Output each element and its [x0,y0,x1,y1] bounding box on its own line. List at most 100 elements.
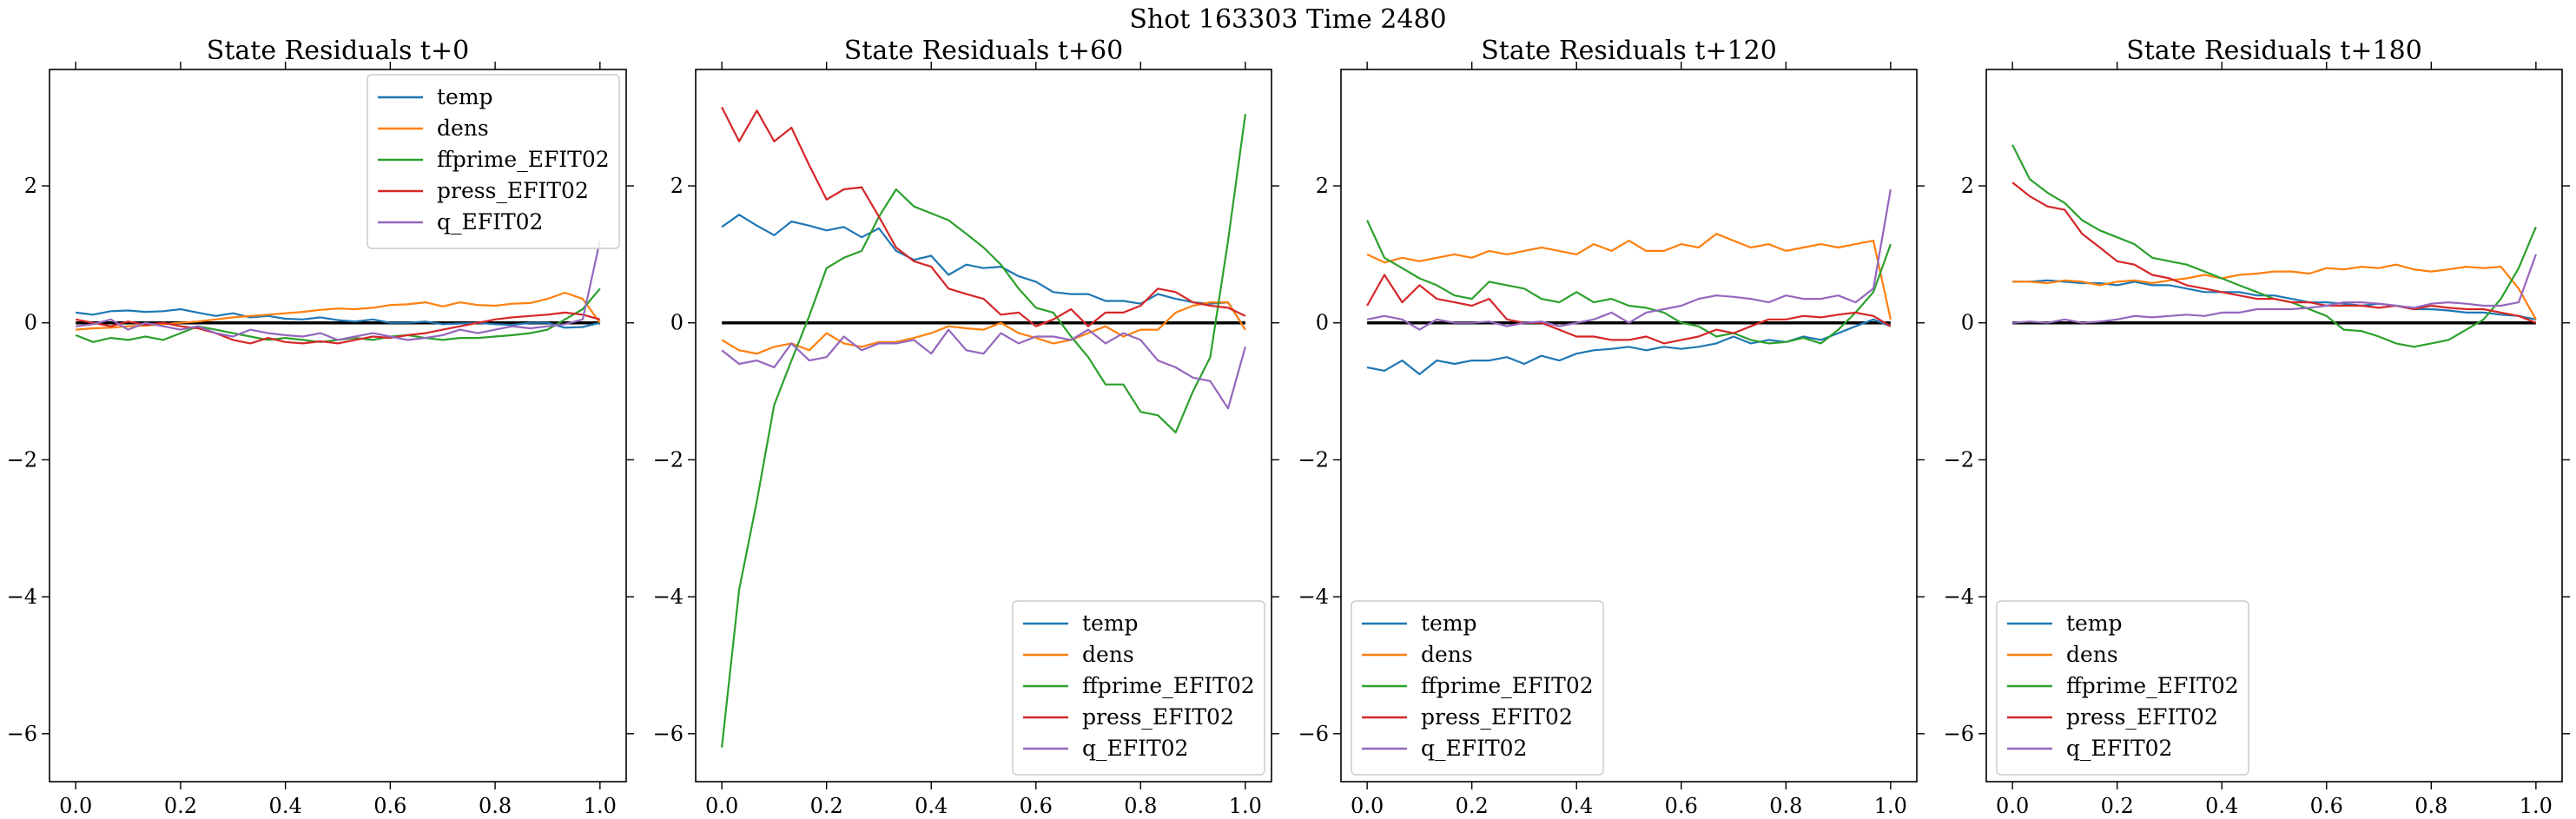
x-tick-label: 1.0 [2520,794,2553,818]
legend-box [1351,600,1604,776]
chart-panel-1: State Residuals t+60 0.0 0.2 0.4 0.6 0.8 1.0 −6… [653,36,1279,818]
x-tick-label: 1.0 [1229,794,1262,818]
y-tick-label: −2 [1298,447,1329,472]
series-line-q_EFIT02 [1366,188,1892,331]
legend-label-press_EFIT02: press_EFIT02 [1082,704,1234,730]
x-tick-label: 1.0 [584,794,617,818]
panel-title: State Residuals t+120 [1481,36,1777,66]
y-tick-label: −2 [7,447,37,472]
chart-panel-2: State Residuals t+120 0.0 0.2 0.4 0.6 0.8 1.0 −… [1298,36,1925,818]
legend-label-q_EFIT02: q_EFIT02 [2066,736,2172,761]
x-tick-label: 0.0 [59,794,92,818]
x-tick-label: 0.8 [1769,794,1802,818]
legend: temp dens ffprime_EFIT02 press_EFIT02 q_EFIT… [367,74,620,249]
legend-label-press_EFIT02: press_EFIT02 [437,178,589,203]
plot-frame [1985,69,2563,783]
legend: temp dens ffprime_EFIT02 press_EFIT02 q_EFIT… [1351,600,1604,776]
legend-box [1996,600,2249,776]
x-tick-label: 0.6 [1020,794,1053,818]
legend-label-temp: temp [437,84,493,109]
y-tick-label: −4 [653,585,684,609]
legend-label-press_EFIT02: press_EFIT02 [1421,704,1573,730]
legend-label-temp: temp [1421,611,1477,636]
panel-title: State Residuals t+0 [207,36,469,66]
y-tick-label: −4 [7,585,37,609]
chart-panel-3: State Residuals t+180 0.0 0.2 0.4 0.6 0.8 1.0 −… [1944,36,2570,818]
legend-label-q_EFIT02: q_EFIT02 [1082,736,1188,761]
x-tick-label: 0.8 [1124,794,1157,818]
series-line-press_EFIT02 [75,311,601,345]
x-tick-label: 1.0 [1874,794,1907,818]
series-line-dens [1366,233,1892,320]
x-tick-label: 0.0 [1996,794,2029,818]
legend-label-dens: dens [1082,642,1134,667]
chart-panel-0: State Residuals t+0 0.0 0.2 0.4 0.6 0.8 1.0 −6 −… [7,36,634,818]
y-tick-label: 0 [1316,311,1329,335]
y-tick-label: −6 [7,722,37,746]
plot-frame [695,69,1272,783]
legend-label-ffprime_EFIT02: ffprime_EFIT02 [2066,673,2239,698]
x-tick-label: 0.4 [269,794,302,818]
panel-title: State Residuals t+60 [844,36,1123,66]
series-line-dens [721,301,1246,355]
x-tick-label: 0.2 [2101,794,2134,818]
x-tick-label: 0.0 [705,794,738,818]
legend-label-q_EFIT02: q_EFIT02 [1421,736,1527,761]
series-line-q_EFIT02 [76,240,601,341]
x-tick-label: 0.2 [810,794,843,818]
y-tick-label: 2 [1961,174,1974,198]
legend-box [367,74,620,249]
legend-label-ffprime_EFIT02: ffprime_EFIT02 [1421,673,1594,698]
x-tick-label: 0.4 [2205,794,2238,818]
x-tick-label: 0.2 [1456,794,1489,818]
legend-label-dens: dens [437,116,489,141]
y-tick-label: 2 [1316,174,1329,198]
x-tick-label: 0.8 [2414,794,2447,818]
x-tick-label: 0.4 [1560,794,1593,818]
series-line-temp [721,214,1246,331]
y-tick-label: 0 [670,311,684,335]
y-tick-label: −4 [1944,585,1974,609]
legend-label-dens: dens [1421,642,1473,667]
x-tick-label: 0.6 [2310,794,2343,818]
legend-label-dens: dens [2066,642,2118,667]
series-line-dens [2012,263,2537,320]
y-tick-label: 2 [670,174,684,198]
legend-label-temp: temp [1082,611,1139,636]
y-tick-label: −2 [653,447,684,472]
series-line-press_EFIT02 [2011,182,2537,324]
series-line-dens [76,291,601,331]
series-line-ffprime_EFIT02 [1366,220,1892,345]
legend-box [1012,600,1265,776]
series-line-temp [1366,318,1892,375]
y-tick-label: 2 [24,174,37,198]
y-tick-label: −6 [653,722,684,746]
y-tick-label: −6 [1298,722,1329,746]
y-tick-label: −4 [1298,585,1329,609]
series-line-press_EFIT02 [721,106,1246,327]
figure-suptitle: Shot 163303 Time 2480 [1129,4,1446,35]
y-tick-label: 0 [24,311,37,335]
x-tick-label: 0.4 [915,794,948,818]
x-tick-label: 0.6 [373,794,406,818]
plot-frame [1340,69,1918,783]
series-line-q_EFIT02 [2012,254,2537,324]
legend-label-ffprime_EFIT02: ffprime_EFIT02 [1082,673,1255,698]
series-line-temp [2012,279,2537,320]
x-tick-label: 0.0 [1351,794,1384,818]
x-tick-label: 0.8 [479,794,512,818]
legend-label-ffprime_EFIT02: ffprime_EFIT02 [437,147,610,172]
plot-frame [49,69,627,783]
legend: temp dens ffprime_EFIT02 press_EFIT02 q_EFIT… [1012,600,1265,776]
series-line-q_EFIT02 [721,328,1246,410]
legend-label-press_EFIT02: press_EFIT02 [2066,704,2218,730]
y-tick-label: −6 [1944,722,1974,746]
panel-title: State Residuals t+180 [2126,36,2422,66]
x-tick-label: 0.6 [1665,794,1698,818]
y-tick-label: −2 [1944,447,1974,472]
y-tick-label: 0 [1961,311,1974,335]
series-line-temp [76,307,601,329]
series-line-press_EFIT02 [1366,274,1892,345]
legend-label-temp: temp [2066,611,2123,636]
